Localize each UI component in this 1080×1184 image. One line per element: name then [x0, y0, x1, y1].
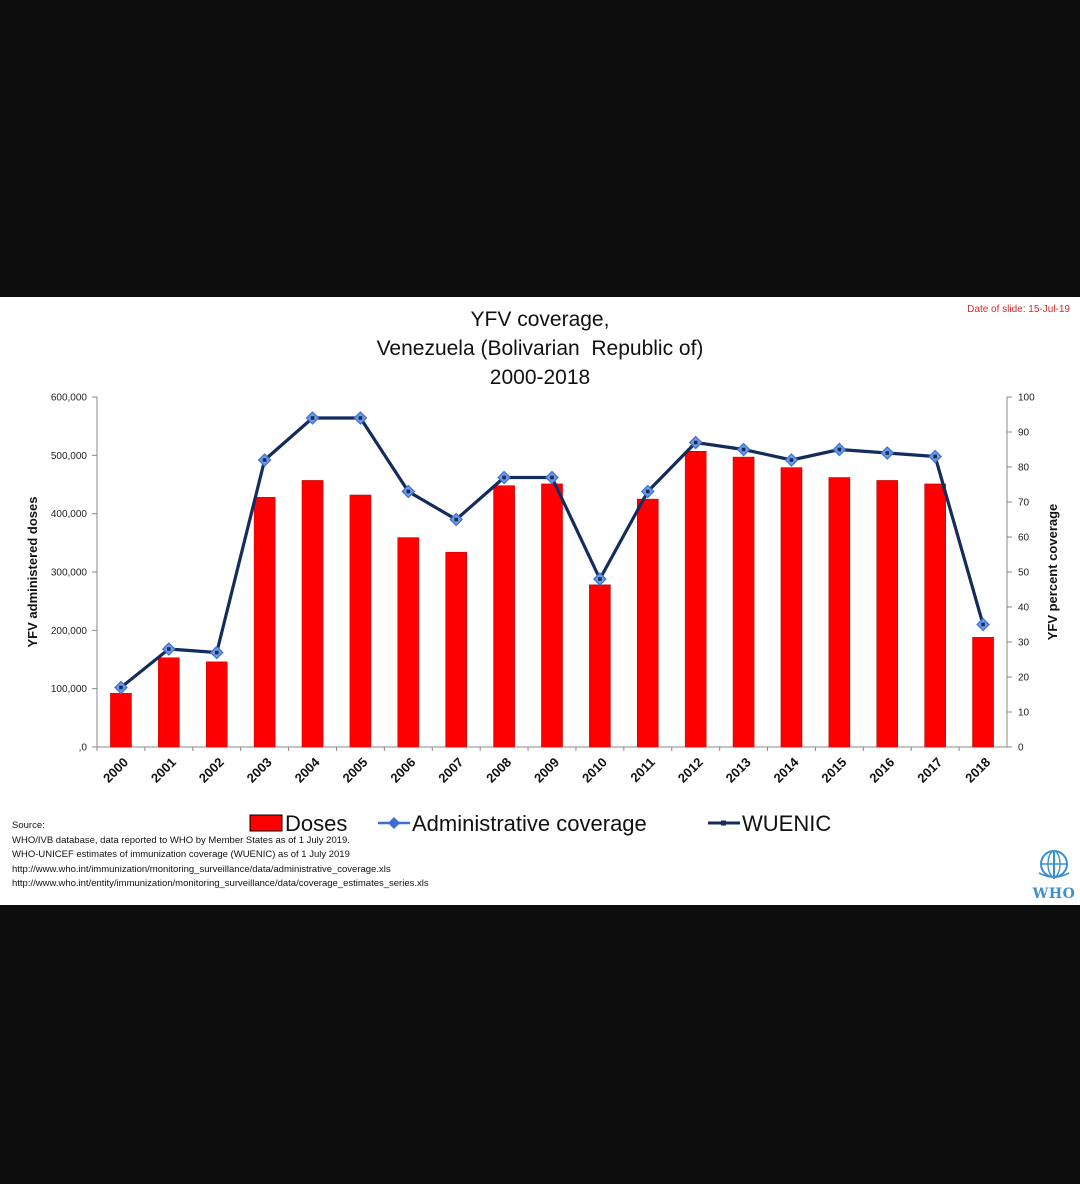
y-right-tick-label: 20	[1018, 673, 1030, 684]
combo-chart: 600,000500,000400,000300,000200,000100,0…	[25, 393, 1060, 837]
who-emblem-icon	[1038, 850, 1070, 879]
y-right-tick-label: 10	[1018, 708, 1030, 719]
x-tick-label: 2009	[531, 755, 562, 786]
y-right-tick-label: 80	[1018, 463, 1030, 474]
point-wuenic	[693, 440, 698, 445]
source-line-3: WHO-UNICEF estimates of immunization cov…	[12, 849, 350, 860]
bar-doses	[732, 456, 755, 748]
chart-title-line-1: YFV coverage,	[470, 308, 610, 331]
bar-doses	[684, 451, 707, 748]
legend-marker-administrative	[388, 817, 400, 829]
legend-label-doses: Doses	[285, 811, 347, 836]
date-of-slide: Date of slide: 15-Jul-19	[967, 304, 1070, 315]
chart-title: YFV coverage, Venezuela (Bolivarian Repu…	[0, 305, 1080, 392]
point-wuenic	[119, 685, 123, 690]
x-tick-label: 2014	[771, 754, 803, 786]
point-wuenic	[550, 475, 554, 480]
x-tick-label: 2012	[675, 755, 706, 786]
point-wuenic	[167, 647, 171, 651]
point-wuenic	[262, 458, 267, 462]
who-logo: WHO	[1030, 849, 1078, 902]
y-left-tick-label: 500,000	[51, 451, 88, 462]
source-notes: Source: WHO/IVB database, data reported …	[12, 819, 429, 892]
legend-label-administrative: Administrative coverage	[412, 811, 647, 836]
y-right-tick-label: 0	[1018, 743, 1024, 754]
source-line-1: Source:	[12, 820, 45, 831]
bar-doses	[397, 537, 420, 748]
bar-doses	[828, 477, 851, 748]
point-wuenic	[645, 489, 650, 494]
x-tick-label: 2015	[818, 755, 849, 786]
point-wuenic	[837, 447, 842, 452]
x-tick-label: 2010	[579, 755, 610, 786]
y-left-tick-label: 300,000	[51, 568, 88, 579]
bar-doses	[110, 693, 132, 748]
source-line-4: http://www.who.int/immunization/monitori…	[12, 863, 391, 875]
x-tick-label: 2016	[866, 755, 897, 786]
x-tick-label: 2006	[387, 755, 418, 786]
x-tick-label: 2002	[196, 755, 227, 786]
bar-doses	[349, 494, 372, 748]
y-right-tick-label: 30	[1018, 638, 1030, 649]
bar-doses	[253, 497, 276, 748]
y-right-axis-title: YFV percent coverage	[1045, 504, 1060, 641]
x-tick-label: 2008	[483, 755, 514, 786]
x-tick-label: 2013	[723, 755, 754, 786]
point-wuenic	[310, 416, 315, 420]
y-right-tick-label: 100	[1018, 393, 1035, 404]
point-wuenic	[885, 451, 890, 455]
y-right-tick-label: 70	[1018, 498, 1030, 509]
bar-doses	[924, 483, 946, 748]
source-line-2: WHO/IVB database, data reported to WHO b…	[12, 834, 350, 846]
y-right-tick-label: 60	[1018, 533, 1030, 544]
legend-marker-wuenic	[721, 820, 726, 826]
bar-doses	[972, 637, 994, 748]
x-tick-label: 2005	[339, 755, 370, 786]
source-line-5: http://www.who.int/entity/immunization/m…	[12, 878, 429, 889]
who-logo-text: WHO	[1032, 886, 1076, 902]
chart-title-line-3: 2000-2018	[489, 366, 591, 389]
y-left-tick-label: 100,000	[51, 684, 88, 695]
y-left-tick-label: 400,000	[51, 509, 88, 520]
x-tick-label: 2007	[435, 755, 466, 786]
bar-doses	[205, 661, 228, 748]
bar-doses	[158, 657, 180, 748]
legend-label-wuenic: WUENIC	[742, 811, 831, 836]
bar-doses	[301, 480, 324, 748]
point-wuenic	[406, 489, 411, 494]
point-wuenic	[741, 447, 746, 452]
chart-slide: YFV coverage, Venezuela (Bolivarian Repu…	[0, 297, 1080, 905]
x-tick-label: 2017	[914, 755, 945, 786]
y-left-tick-label: 200,000	[51, 626, 88, 637]
point-wuenic	[789, 458, 794, 462]
x-tick-label: 2003	[244, 755, 275, 786]
chart-title-line-2: Venezuela (Bolivarian Republic of)	[376, 337, 704, 360]
y-right-tick-label: 90	[1018, 428, 1030, 439]
point-wuenic	[598, 577, 602, 581]
y-left-tick-label: 600,000	[51, 393, 88, 404]
y-left-axis-title: YFV administered doses	[25, 497, 40, 648]
legend-swatch-doses	[249, 814, 283, 832]
x-tick-label: 2000	[100, 755, 131, 786]
point-wuenic	[358, 416, 363, 420]
bar-doses	[493, 485, 515, 748]
x-tick-label: 2001	[148, 755, 179, 786]
bar-doses	[541, 483, 563, 748]
point-wuenic	[502, 475, 506, 480]
bar-doses	[637, 498, 659, 748]
x-tick-label: 2004	[292, 754, 324, 786]
x-tick-label: 2018	[962, 755, 993, 786]
point-wuenic	[933, 454, 937, 459]
y-right-tick-label: 50	[1018, 568, 1030, 579]
x-tick-label: 2011	[627, 755, 658, 786]
bar-doses	[780, 467, 803, 748]
point-wuenic	[214, 650, 219, 655]
point-wuenic	[981, 622, 985, 627]
bar-doses	[589, 584, 611, 748]
bar-doses	[445, 551, 467, 748]
point-wuenic	[454, 517, 459, 522]
bar-doses	[876, 480, 899, 748]
y-right-tick-label: 40	[1018, 603, 1030, 614]
y-left-tick-label: ,0	[79, 743, 88, 754]
